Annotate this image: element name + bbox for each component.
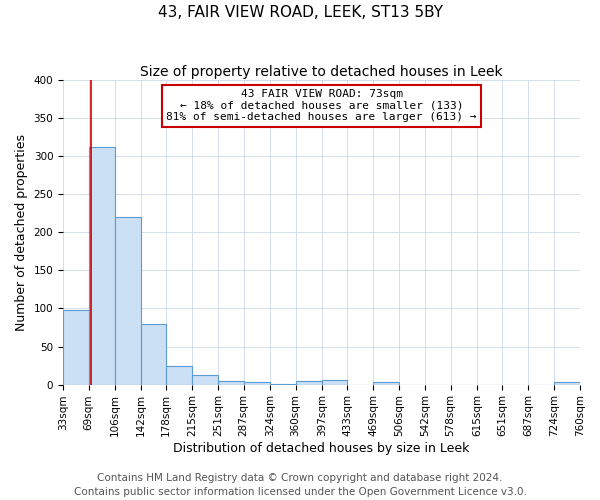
- Bar: [166, 366, 193, 384]
- Bar: [63, 310, 89, 384]
- Bar: [244, 382, 270, 384]
- Bar: [115, 217, 140, 384]
- Bar: [193, 374, 218, 384]
- Text: 43 FAIR VIEW ROAD: 73sqm
← 18% of detached houses are smaller (133)
81% of semi-: 43 FAIR VIEW ROAD: 73sqm ← 18% of detach…: [166, 90, 477, 122]
- Bar: [218, 381, 244, 384]
- Text: 43, FAIR VIEW ROAD, LEEK, ST13 5BY: 43, FAIR VIEW ROAD, LEEK, ST13 5BY: [157, 5, 443, 20]
- Bar: [89, 147, 115, 384]
- Title: Size of property relative to detached houses in Leek: Size of property relative to detached ho…: [140, 65, 503, 79]
- X-axis label: Distribution of detached houses by size in Leek: Distribution of detached houses by size …: [173, 442, 470, 455]
- Bar: [373, 382, 400, 384]
- Y-axis label: Number of detached properties: Number of detached properties: [15, 134, 28, 331]
- Bar: [322, 380, 347, 384]
- Bar: [140, 324, 166, 384]
- Bar: [554, 382, 580, 384]
- Text: Contains HM Land Registry data © Crown copyright and database right 2024.
Contai: Contains HM Land Registry data © Crown c…: [74, 473, 526, 497]
- Bar: [296, 381, 322, 384]
